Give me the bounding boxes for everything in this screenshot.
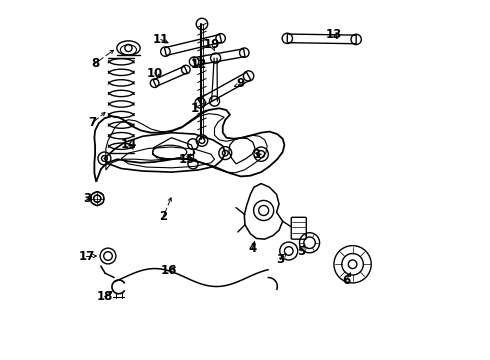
Text: 10: 10 [147, 67, 163, 80]
Text: 19: 19 [204, 38, 220, 51]
Text: 12: 12 [191, 58, 207, 71]
Text: 13: 13 [326, 28, 342, 41]
Text: 4: 4 [248, 242, 256, 255]
Text: 15: 15 [179, 153, 195, 166]
Text: 8: 8 [91, 57, 99, 70]
Text: 5: 5 [297, 244, 306, 257]
Text: 17: 17 [78, 249, 95, 262]
Text: 1: 1 [191, 102, 199, 115]
Text: 14: 14 [120, 138, 137, 151]
Text: 11: 11 [152, 33, 169, 46]
Text: 9: 9 [237, 77, 245, 90]
Text: 2: 2 [159, 210, 167, 223]
Text: 18: 18 [96, 290, 113, 303]
Text: 7: 7 [89, 116, 97, 129]
Text: 6: 6 [342, 274, 350, 287]
Text: 3: 3 [252, 148, 261, 161]
Text: 16: 16 [161, 264, 177, 277]
Text: 3: 3 [83, 192, 91, 205]
Text: 3: 3 [276, 253, 284, 266]
